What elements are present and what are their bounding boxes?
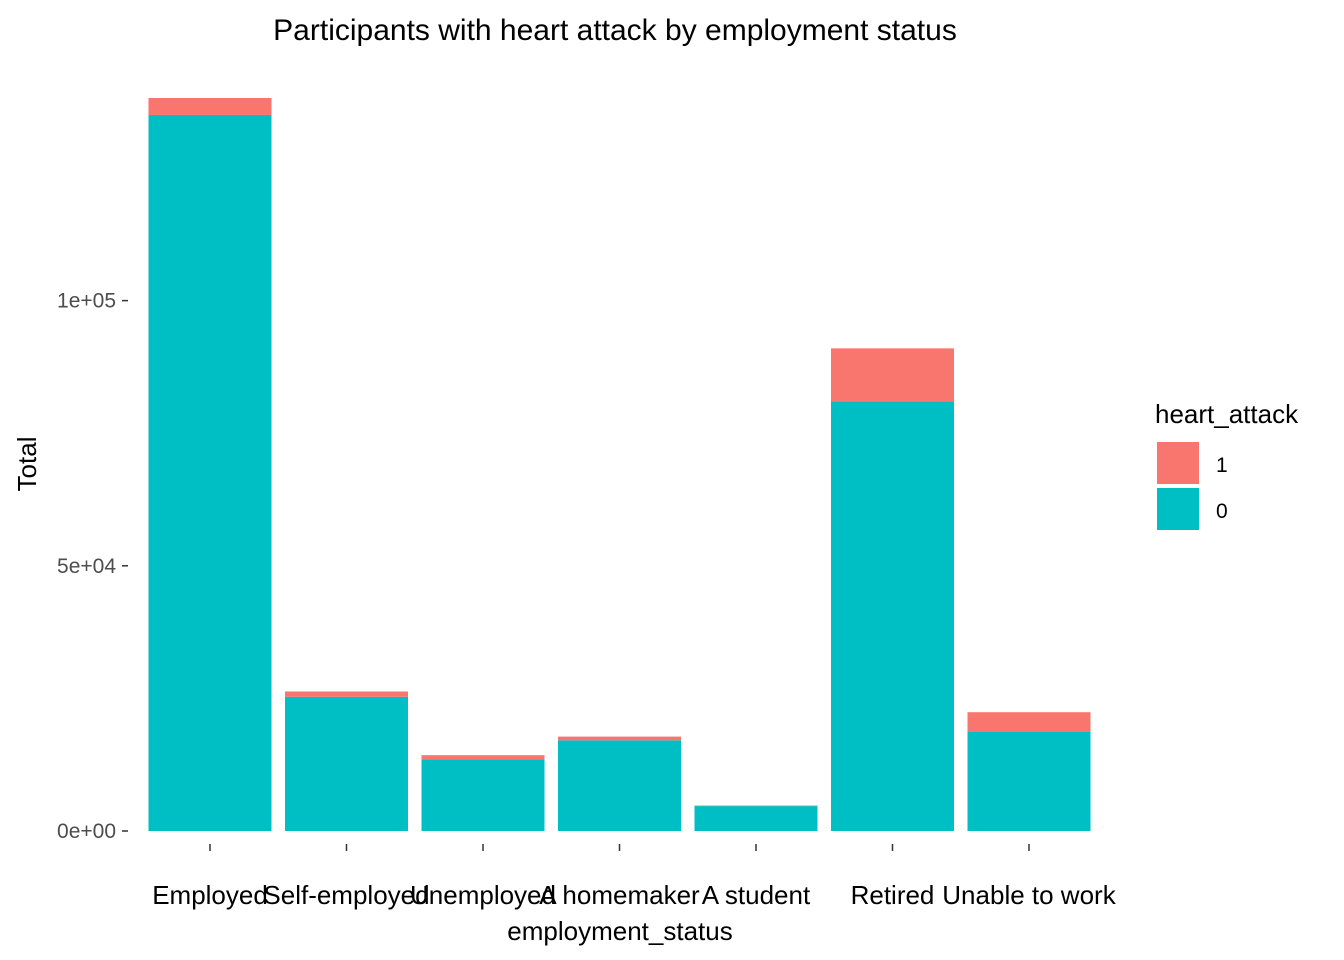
bar-a-student-series-1 — [694, 805, 818, 807]
bar-self-employed-series-1 — [285, 691, 408, 697]
x-axis-title: employment_status — [507, 916, 732, 946]
bar-a-student-series-0 — [694, 806, 818, 831]
bar-self-employed-series-0 — [285, 696, 408, 831]
x-tick-label: Employed — [152, 880, 268, 910]
bar-unemployed-series-1 — [421, 755, 545, 760]
legend-label-1: 1 — [1216, 454, 1228, 477]
bar-retired-series-0 — [831, 401, 954, 831]
legend-key-0 — [1157, 488, 1199, 530]
chart-title: Participants with heart attack by employ… — [273, 14, 957, 47]
bar-unemployed-series-0 — [421, 759, 545, 831]
y-tick-label: 0e+00 — [57, 820, 116, 843]
legend: heart_attack 10 — [1155, 399, 1299, 530]
y-tick-label: 1e+05 — [57, 290, 116, 313]
y-axis-title: Total — [12, 437, 42, 492]
bar-retired-series-1 — [831, 348, 954, 402]
legend-key-1 — [1157, 442, 1199, 484]
bar-a-homemaker-series-0 — [558, 740, 681, 831]
x-tick-label: Unemployed — [410, 880, 556, 910]
bar-unable-to-work-series-0 — [967, 731, 1091, 831]
x-tick-label: Self-employed — [263, 880, 429, 910]
bar-employed-series-1 — [148, 98, 272, 115]
bar-employed-series-0 — [148, 114, 272, 831]
y-axis: 0e+00 5e+04 1e+05 — [57, 290, 128, 843]
legend-label-0: 0 — [1216, 500, 1228, 523]
x-tick-label: Unable to work — [942, 880, 1116, 910]
x-tick-label: Retired — [851, 880, 935, 910]
bar-unable-to-work-series-1 — [967, 712, 1091, 732]
x-tick-label: A homemaker — [539, 880, 700, 910]
y-tick-label: 5e+04 — [57, 555, 116, 578]
bar-a-homemaker-series-1 — [558, 736, 681, 741]
legend-entries: 10 — [1157, 442, 1228, 530]
legend-title: heart_attack — [1155, 399, 1299, 429]
bars — [148, 98, 1091, 831]
x-tick-label: A student — [702, 880, 811, 910]
